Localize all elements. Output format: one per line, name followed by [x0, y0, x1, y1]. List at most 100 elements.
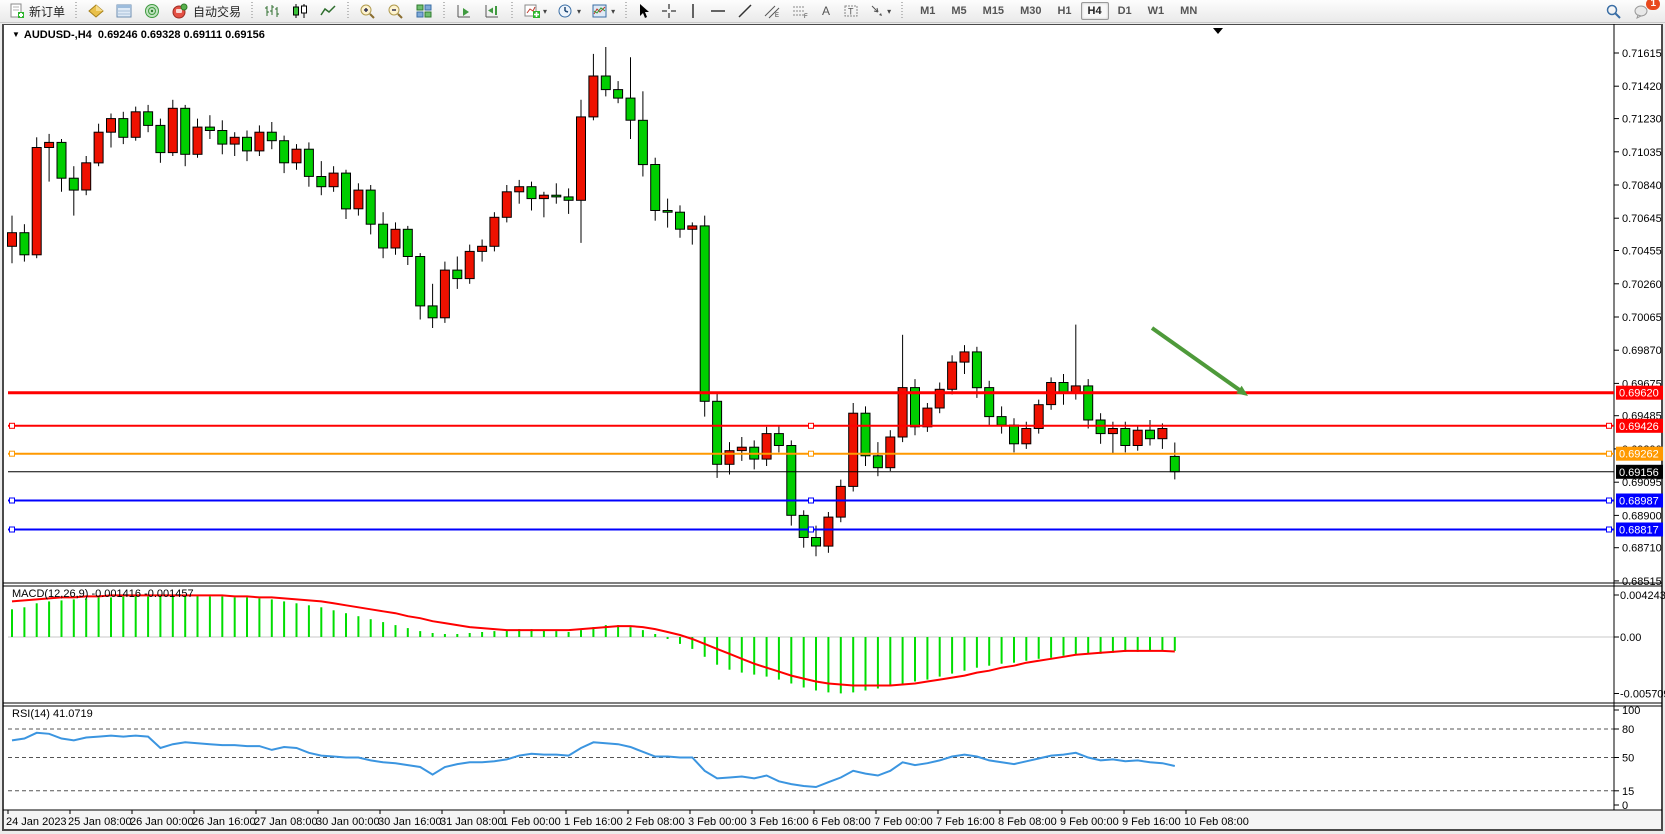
text-tool-button[interactable]: A — [815, 1, 837, 21]
candle-body — [514, 186, 525, 193]
line-handle[interactable] — [9, 526, 15, 533]
candle-body — [242, 136, 252, 152]
candle-body — [81, 162, 92, 191]
candle-body — [180, 107, 191, 155]
auto-scroll-icon — [455, 3, 473, 19]
candle-body — [489, 216, 500, 247]
fibonacci-icon: F — [791, 3, 809, 19]
timeframe-button-D1[interactable]: D1 — [1117, 5, 1132, 17]
line-handle[interactable] — [9, 497, 15, 504]
candle-body — [464, 250, 475, 280]
tile-windows-button[interactable] — [411, 1, 437, 21]
timeframe-button-M1[interactable]: M1 — [920, 5, 936, 17]
zoom-in-button[interactable] — [355, 1, 381, 21]
timeframe-button-M5[interactable]: M5 — [951, 5, 967, 17]
line-handle[interactable] — [1606, 497, 1612, 504]
svg-text:0.69870: 0.69870 — [1622, 345, 1662, 357]
chart-window[interactable]: ▼ AUDUSD-,H4 0.69246 0.69328 0.69111 0.69… — [0, 24, 1665, 834]
text-label-tool-button[interactable]: T — [839, 1, 863, 21]
line-handle[interactable] — [9, 422, 15, 429]
auto-trading-button[interactable]: 自动交易 — [167, 1, 245, 21]
svg-text:24 Jan 2023: 24 Jan 2023 — [6, 816, 67, 828]
candlestick-chart-button[interactable] — [287, 1, 313, 21]
svg-text:0.68987: 0.68987 — [1619, 496, 1659, 508]
rsi-indicator-label: RSI(14) 41.0719 — [12, 708, 93, 720]
data-window-button[interactable] — [111, 1, 137, 21]
notifications-button[interactable]: 1 — [1629, 0, 1660, 21]
vertical-line-tool-button[interactable] — [683, 1, 703, 21]
auto-trading-icon — [171, 3, 189, 19]
crosshair-tool-button[interactable] — [657, 1, 681, 21]
shapes-tool-button[interactable]: ▾ — [865, 1, 895, 21]
svg-text:A: A — [822, 4, 830, 18]
cursor-icon — [637, 3, 651, 19]
svg-text:100: 100 — [1622, 705, 1640, 717]
candle-body — [637, 119, 648, 166]
search-button[interactable] — [1601, 1, 1627, 21]
timeframe-button-M30[interactable]: M30 — [1020, 5, 1042, 17]
candle-body — [68, 177, 79, 191]
bar-chart-button[interactable] — [259, 1, 285, 21]
candle-body — [1083, 385, 1094, 421]
candle-body — [675, 211, 685, 230]
candle-body — [415, 256, 426, 307]
market-watch-button[interactable] — [83, 1, 109, 21]
timeframe-button-MN[interactable]: MN — [1180, 5, 1198, 17]
svg-text:0.70840: 0.70840 — [1622, 180, 1662, 192]
svg-text:3 Feb 00:00: 3 Feb 00:00 — [688, 816, 747, 828]
candle-body — [971, 351, 982, 389]
line-handle[interactable] — [808, 422, 814, 429]
toolbar-grip — [623, 2, 630, 20]
candle-body — [143, 111, 154, 126]
template-button[interactable]: ▾ — [587, 1, 619, 21]
svg-text:0.004243: 0.004243 — [1620, 590, 1665, 602]
chart-shift-marker-icon[interactable] — [1213, 28, 1223, 34]
svg-text:3 Feb 16:00: 3 Feb 16:00 — [750, 816, 809, 828]
new-order-button[interactable]: 新订单 — [5, 1, 69, 21]
data-window-icon — [115, 3, 133, 19]
line-handle[interactable] — [1606, 526, 1612, 533]
candle-body — [439, 269, 450, 319]
candle-body — [613, 89, 624, 99]
cursor-tool-button[interactable] — [633, 1, 655, 21]
channel-tool-button[interactable]: E — [759, 1, 785, 21]
price-badge-0.69262: 0.69262 — [1616, 446, 1663, 461]
line-chart-button[interactable] — [315, 1, 341, 21]
period-button[interactable]: ▾ — [553, 1, 585, 21]
timeframe-button-M15[interactable]: M15 — [982, 5, 1005, 17]
market-watch-icon — [87, 3, 105, 19]
candle-body — [600, 75, 611, 91]
zoom-out-button[interactable] — [383, 1, 409, 21]
auto-scroll-button[interactable] — [451, 1, 477, 21]
add-indicator-button[interactable]: ▾ — [519, 1, 551, 21]
line-handle[interactable] — [808, 526, 814, 533]
line-handle[interactable] — [808, 450, 814, 457]
timeframe-button-W1[interactable]: W1 — [1147, 5, 1165, 17]
horizontal-line-tool-button[interactable] — [705, 1, 731, 21]
line-handle[interactable] — [808, 497, 814, 504]
trendline-tool-button[interactable] — [733, 1, 757, 21]
collapse-triangle-icon[interactable]: ▼ — [12, 30, 20, 39]
candle-body — [192, 126, 203, 155]
timeframe-button-H1[interactable]: H1 — [1057, 5, 1072, 17]
svg-text:0.70645: 0.70645 — [1622, 213, 1662, 225]
navigator-button[interactable] — [139, 1, 165, 21]
fibonacci-tool-button[interactable]: F — [787, 1, 813, 21]
svg-text:E: E — [775, 13, 779, 19]
svg-text:0.68817: 0.68817 — [1619, 525, 1659, 537]
svg-text:0.69156: 0.69156 — [1619, 467, 1659, 479]
candle-body — [1132, 429, 1143, 447]
price-axis[interactable]: 0.71615 0.71420 0.71230 0.71035 0.70840 0.706… — [1614, 48, 1665, 812]
candle-body — [897, 387, 908, 438]
price-badge-0.68817: 0.68817 — [1616, 522, 1663, 537]
line-handle[interactable] — [1606, 450, 1612, 457]
line-handle[interactable] — [9, 450, 15, 457]
trend-arrow-annotation[interactable] — [1150, 326, 1245, 395]
candle-body — [229, 136, 240, 145]
time-axis-strip[interactable] — [4, 810, 1661, 829]
chart-shift-button[interactable] — [479, 1, 505, 21]
timeframe-button-H4[interactable]: H4 — [1080, 2, 1109, 20]
notification-badge: 1 — [1646, 0, 1660, 10]
line-handle[interactable] — [1606, 422, 1612, 429]
